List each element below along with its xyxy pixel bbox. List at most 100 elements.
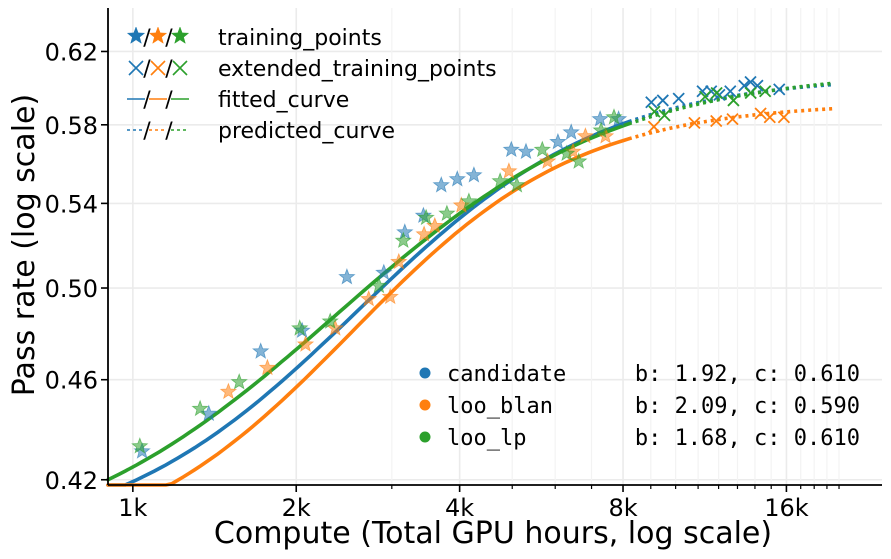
legend-star-marker [148, 26, 168, 44]
y-axis-label: Pass rate (log scale) [7, 94, 42, 396]
y-tick-label: 0.50 [45, 275, 98, 303]
extended-point-candidate [672, 92, 685, 105]
y-tick-label: 0.58 [45, 112, 98, 140]
training-point-candidate [591, 109, 609, 127]
training-point-loo_lp [230, 372, 248, 390]
training-point-candidate [252, 342, 270, 359]
training-point-loo_blan [415, 225, 433, 242]
y-tick-label: 0.46 [45, 367, 98, 395]
extended-point-loo_blan [763, 111, 776, 124]
training-point-loo_lp [558, 144, 576, 162]
extended-point-loo_lp [658, 109, 671, 122]
training-point-loo_blan [500, 162, 518, 179]
legend-key-entry: / / extended_training_points [128, 57, 497, 82]
training-point-loo_lp [417, 208, 435, 226]
training-point-loo_blan [360, 289, 378, 307]
y-tick-label: 0.42 [45, 467, 98, 495]
training-point-candidate [502, 140, 520, 158]
extended-point-loo_lp [727, 94, 740, 107]
legend-series: candidate b: 1.92, c: 0.610 loo_blan b: 2.0… [419, 362, 860, 451]
legend-x-marker [150, 60, 166, 76]
training-point-candidate [432, 176, 450, 193]
legend-series-entry: loo_blan b: 2.09, c: 0.590 [419, 394, 860, 419]
training-point-candidate [338, 267, 356, 285]
training-point-loo_lp [533, 140, 551, 158]
legend-series-name: candidate [447, 362, 566, 387]
extended-point-candidate [744, 75, 757, 89]
training-point-candidate [549, 132, 567, 150]
training-point-loo_lp [291, 319, 309, 336]
legend-series-dot [419, 431, 431, 443]
training-point-candidate [375, 263, 393, 281]
extended-point-loo_blan [726, 112, 739, 126]
legend-star-marker [126, 26, 146, 44]
legend-series-name: loo_blan [447, 394, 553, 419]
legend-series-name: loo_lp [447, 426, 526, 451]
extended-point-candidate [656, 94, 669, 107]
training-point-loo_blan [390, 252, 408, 270]
extended-point-loo_blan [710, 114, 723, 128]
legend-series-params: b: 1.92, c: 0.610 [635, 362, 860, 387]
legend-x-marker [172, 60, 188, 76]
training-point-loo_lp [370, 276, 388, 294]
training-point-candidate [465, 166, 483, 183]
training-point-loo_lp [592, 121, 610, 138]
training-point-loo_blan [296, 335, 315, 352]
extended-point-loo_lp [698, 90, 712, 103]
legend-separator: / [165, 26, 173, 51]
training-point-loo_blan [576, 127, 595, 144]
legend-series-entry: loo_lp b: 1.68, c: 0.610 [419, 426, 860, 451]
extended-point-loo_blan [647, 120, 661, 133]
training-point-loo_lp [605, 108, 623, 125]
training-point-loo_lp [321, 312, 339, 329]
legend-separator: / [165, 119, 173, 144]
legend-series-entry: candidate b: 1.92, c: 0.610 [419, 362, 860, 387]
ticks: 1k 2k 4k 8k 16k 0.42 0.46 0.50 0.54 0.58 0.62 [45, 38, 840, 522]
training-point-loo_blan [538, 152, 557, 169]
x-tick-label: 16k [764, 494, 809, 522]
legend-x-marker [128, 60, 144, 76]
x-axis-label: Compute (Total GPU hours, log scale) [214, 516, 772, 551]
legend-separator: / [165, 88, 173, 113]
legend-separator: / [165, 57, 173, 82]
extended-point-candidate [773, 83, 786, 96]
training-point-loo_lp [491, 172, 509, 189]
extended-point-loo_lp [710, 86, 723, 100]
legend-key-label: training_points [218, 26, 382, 51]
training-point-loo_blan [381, 287, 399, 305]
training-point-candidate [562, 123, 580, 140]
legend-key-entry: / / fitted_curve [127, 88, 349, 113]
data-points [131, 75, 791, 459]
extended-point-candidate [645, 96, 658, 109]
extended-point-loo_lp [759, 85, 772, 98]
legend-key-entry: / / training_points [126, 26, 382, 51]
training-point-candidate [448, 170, 466, 187]
x-tick-label: 4k [445, 494, 474, 522]
legend-separator: / [143, 119, 151, 144]
legend-key-entry: / / predicted_curve [127, 119, 395, 144]
legend-star-marker [170, 26, 190, 44]
training-point-loo_lp [460, 192, 478, 209]
x-tick-label: 2k [282, 494, 311, 522]
extended-point-candidate [724, 85, 737, 98]
extended-point-loo_blan [688, 116, 701, 130]
predicted-curve-loo_blan [628, 106, 834, 141]
extended-point-loo_blan [777, 111, 791, 124]
legend-key-label: extended_training_points [218, 57, 497, 82]
training-point-loo_blan [258, 358, 277, 376]
extended-point-loo_lp [648, 105, 661, 118]
legend-separator: / [143, 88, 151, 113]
legend-key-label: predicted_curve [218, 119, 395, 144]
extended-point-loo_lp [744, 86, 757, 100]
training-point-loo_lp [570, 152, 588, 169]
extended-point-loo_blan [754, 107, 767, 120]
y-tick-label: 0.62 [45, 38, 98, 66]
x-tick-label: 1k [118, 494, 147, 522]
training-point-loo_lp [191, 399, 209, 417]
training-point-loo_lp [394, 231, 412, 249]
legend-series-params: b: 1.68, c: 0.610 [635, 426, 860, 451]
legend-series-params: b: 2.09, c: 0.590 [635, 394, 860, 419]
legend-key-label: fitted_curve [218, 88, 349, 113]
